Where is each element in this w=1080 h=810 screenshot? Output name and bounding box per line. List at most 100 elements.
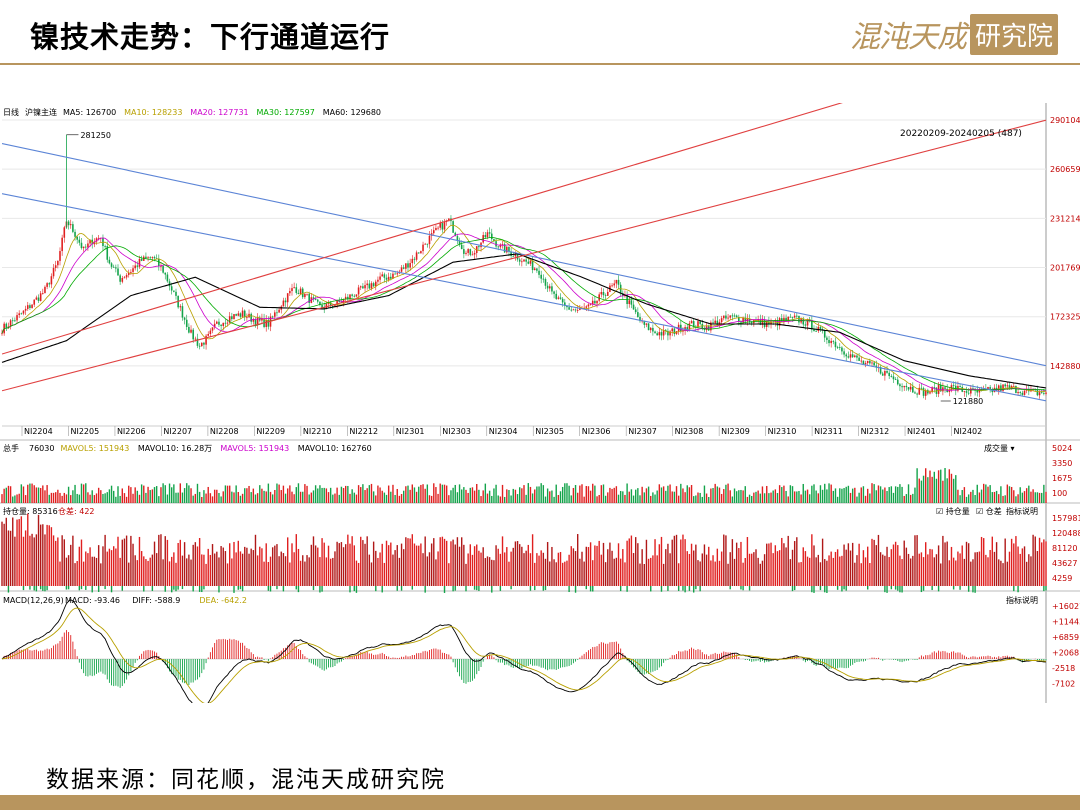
oi-bar — [912, 555, 914, 586]
oi-bar — [123, 538, 126, 586]
candle-body — [1019, 391, 1022, 393]
candle-body — [894, 379, 897, 381]
volume-bar — [364, 490, 366, 503]
candle-body — [710, 322, 712, 331]
candle-body — [548, 286, 551, 289]
oi-bar — [241, 553, 244, 586]
volume-bar — [587, 486, 590, 503]
volume-bar — [241, 493, 244, 503]
oi-bar — [793, 541, 796, 586]
chart-svg: 2901042606592312142017691723251428802812… — [0, 103, 1080, 710]
oi-bar — [686, 551, 688, 586]
oi-bar — [332, 557, 334, 586]
candle-body — [602, 291, 605, 296]
oi-bar — [63, 539, 65, 586]
oi-diff-bar — [143, 586, 145, 592]
volume-bar — [686, 485, 688, 503]
candle-body — [716, 320, 719, 325]
oi-bar — [394, 550, 396, 586]
oi-bar — [39, 524, 42, 586]
candle-body — [426, 243, 429, 245]
volume-bar — [862, 486, 865, 503]
candle-body — [692, 321, 695, 327]
candle-body — [454, 232, 457, 237]
volume-bar — [347, 485, 349, 503]
candle-body — [495, 241, 497, 247]
oi-bar — [534, 562, 536, 586]
candle-body — [138, 258, 141, 267]
oi-bar — [171, 556, 173, 586]
candle-body — [598, 294, 600, 301]
oi-bar — [85, 551, 87, 586]
volume-bar — [304, 484, 306, 503]
oi-bar — [1034, 536, 1036, 586]
oi-bar — [229, 543, 231, 586]
oi-bar — [948, 560, 951, 586]
oi-bar — [138, 536, 141, 586]
volume-bar — [639, 495, 641, 503]
volume-bar — [858, 492, 860, 503]
volume-bar — [744, 486, 746, 503]
candle-body — [815, 330, 817, 332]
oi-bar — [413, 543, 416, 586]
candle-body — [377, 279, 379, 282]
oi-bar — [965, 541, 968, 586]
oi-bar — [147, 560, 149, 586]
volume-bar — [284, 493, 287, 503]
volume-bar — [149, 490, 151, 503]
volume-bar — [368, 485, 371, 503]
oi-bar — [164, 536, 166, 586]
candle-body — [196, 338, 199, 346]
oi-bar — [937, 545, 940, 586]
volume-bar — [248, 485, 250, 503]
candle-body — [553, 291, 555, 294]
candle-body — [574, 309, 577, 311]
volume-bar — [310, 492, 313, 503]
candle-body — [132, 268, 134, 272]
oi-bar — [785, 547, 787, 586]
oi-bar — [396, 545, 398, 586]
oi-bar — [611, 550, 613, 586]
candle-body — [1012, 385, 1015, 387]
candle-body — [254, 319, 257, 325]
oi-bar — [987, 557, 989, 586]
oi-bar — [336, 541, 338, 586]
volume-bar — [336, 487, 338, 503]
candle-body — [735, 315, 738, 317]
oi-bar — [836, 549, 839, 586]
candle-body — [813, 329, 815, 331]
volume-bar — [791, 486, 794, 503]
candle-body — [858, 357, 860, 361]
volume-bar — [888, 487, 890, 503]
candle-body — [168, 281, 171, 287]
volume-bar — [166, 494, 169, 503]
oi-bar — [252, 550, 255, 586]
volume-bar — [121, 488, 123, 503]
candle-body — [611, 285, 613, 287]
candle-body — [845, 354, 848, 357]
candle-body — [628, 300, 631, 305]
volume-bar — [675, 486, 678, 503]
volume-bar — [351, 489, 353, 503]
volume-bar — [856, 496, 858, 503]
oi-bar — [308, 557, 310, 586]
oi-diff-bar — [937, 586, 940, 592]
oi-diff-bar — [824, 586, 826, 593]
oi-bar — [409, 538, 411, 586]
candle-body — [828, 339, 830, 344]
candle-body — [166, 274, 169, 282]
ma-legend-item: MA10: 128233 — [124, 108, 182, 117]
oi-bar — [239, 551, 242, 586]
oi-bar — [680, 539, 682, 586]
candle-body — [834, 341, 837, 348]
oi-help-button: 指标说明 — [1006, 506, 1038, 516]
oi-bar — [321, 538, 323, 586]
volume-bar — [705, 493, 708, 503]
volume-bar — [821, 489, 824, 503]
candle-body — [557, 297, 560, 299]
oi-bar — [594, 545, 596, 586]
volume-bar — [1000, 486, 1002, 503]
oi-bar — [486, 556, 489, 586]
volume-bar — [503, 496, 506, 503]
oi-bar — [312, 536, 315, 586]
